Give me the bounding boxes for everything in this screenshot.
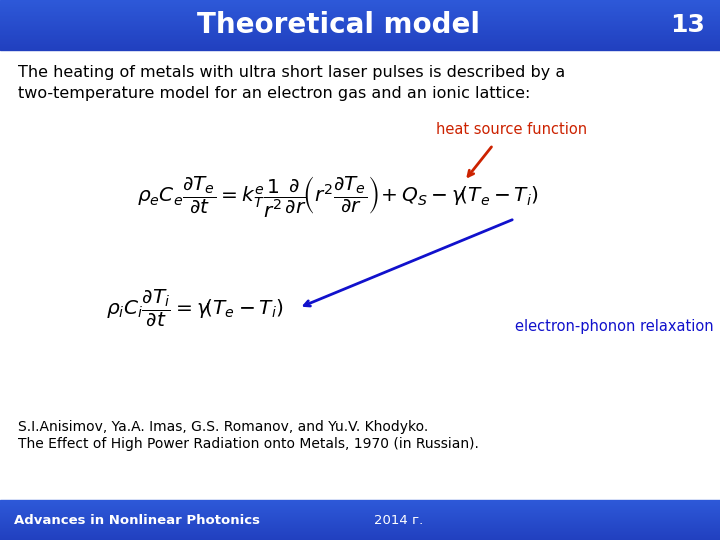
Bar: [0, 30, 720, 31]
Bar: [0, 515, 720, 516]
Bar: [0, 533, 720, 534]
Bar: [0, 502, 720, 503]
Bar: [0, 49, 720, 50]
Bar: [0, 38, 720, 39]
Bar: [0, 513, 720, 514]
Bar: [0, 4, 720, 5]
Bar: [0, 517, 720, 518]
Bar: [0, 14, 720, 15]
Bar: [0, 34, 720, 35]
Bar: [0, 535, 720, 536]
Bar: [0, 508, 720, 509]
Bar: [0, 511, 720, 512]
Bar: [0, 46, 720, 48]
Bar: [0, 43, 720, 44]
Bar: [0, 534, 720, 535]
Bar: [0, 519, 720, 520]
Bar: [0, 526, 720, 527]
Text: Advances in Nonlinear Photonics: Advances in Nonlinear Photonics: [14, 514, 261, 526]
Bar: [0, 31, 720, 32]
Bar: [0, 500, 720, 501]
Bar: [0, 507, 720, 508]
Bar: [0, 26, 720, 28]
Bar: [0, 531, 720, 532]
Bar: [0, 505, 720, 506]
Text: Theoretical model: Theoretical model: [197, 11, 480, 39]
Bar: [0, 32, 720, 34]
Bar: [0, 509, 720, 510]
Text: $\rho_e C_e \dfrac{\partial T_e}{\partial t} = k_T^e \dfrac{1}{r^2} \dfrac{\part: $\rho_e C_e \dfrac{\partial T_e}{\partia…: [138, 174, 539, 220]
Bar: [0, 22, 720, 23]
Text: $\rho_i C_i \dfrac{\partial T_i}{\partial t} = \gamma\!\left(T_e - T_i\right)$: $\rho_i C_i \dfrac{\partial T_i}{\partia…: [106, 287, 283, 328]
Bar: [0, 45, 720, 46]
Bar: [0, 504, 720, 505]
Bar: [0, 25, 720, 26]
Bar: [0, 5, 720, 6]
Bar: [0, 29, 720, 30]
Bar: [0, 523, 720, 524]
Bar: [0, 516, 720, 517]
Bar: [0, 539, 720, 540]
Bar: [0, 1, 720, 3]
Bar: [0, 11, 720, 12]
Bar: [0, 529, 720, 530]
Bar: [0, 44, 720, 45]
Bar: [0, 28, 720, 29]
Bar: [0, 16, 720, 18]
Bar: [0, 40, 720, 42]
Bar: [0, 36, 720, 38]
Bar: [0, 537, 720, 538]
Bar: [0, 510, 720, 511]
Bar: [0, 538, 720, 539]
Bar: [0, 48, 720, 49]
Text: The heating of metals with ultra short laser pulses is described by a: The heating of metals with ultra short l…: [18, 65, 565, 80]
Bar: [0, 501, 720, 502]
Bar: [0, 12, 720, 14]
Bar: [0, 518, 720, 519]
Bar: [0, 39, 720, 40]
Bar: [0, 520, 720, 521]
Bar: [0, 42, 720, 43]
Bar: [0, 512, 720, 513]
Text: heat source function: heat source function: [436, 122, 587, 137]
Text: 13: 13: [670, 13, 705, 37]
Bar: [0, 15, 720, 16]
Bar: [0, 19, 720, 20]
Bar: [0, 35, 720, 36]
Bar: [0, 503, 720, 504]
Text: electron-phonon relaxation: electron-phonon relaxation: [515, 319, 714, 334]
Bar: [0, 0, 720, 1]
Text: S.I.Anisimov, Ya.A. Imas, G.S. Romanov, and Yu.V. Khodyko.: S.I.Anisimov, Ya.A. Imas, G.S. Romanov, …: [18, 420, 428, 434]
Bar: [0, 522, 720, 523]
Bar: [0, 525, 720, 526]
Bar: [0, 536, 720, 537]
Bar: [0, 24, 720, 25]
Bar: [0, 530, 720, 531]
Bar: [0, 527, 720, 528]
Text: The Effect of High Power Radiation onto Metals, 1970 (in Russian).: The Effect of High Power Radiation onto …: [18, 437, 479, 451]
Bar: [0, 521, 720, 522]
Text: 2014 г.: 2014 г.: [374, 514, 423, 526]
Bar: [0, 10, 720, 11]
Bar: [0, 506, 720, 507]
Bar: [0, 532, 720, 533]
Bar: [0, 514, 720, 515]
Bar: [0, 528, 720, 529]
Bar: [0, 524, 720, 525]
Bar: [0, 9, 720, 10]
Bar: [0, 8, 720, 9]
Bar: [0, 3, 720, 4]
Text: two-temperature model for an electron gas and an ionic lattice:: two-temperature model for an electron ga…: [18, 86, 531, 101]
Bar: [0, 20, 720, 22]
Bar: [0, 6, 720, 8]
Bar: [0, 23, 720, 24]
Bar: [0, 18, 720, 19]
